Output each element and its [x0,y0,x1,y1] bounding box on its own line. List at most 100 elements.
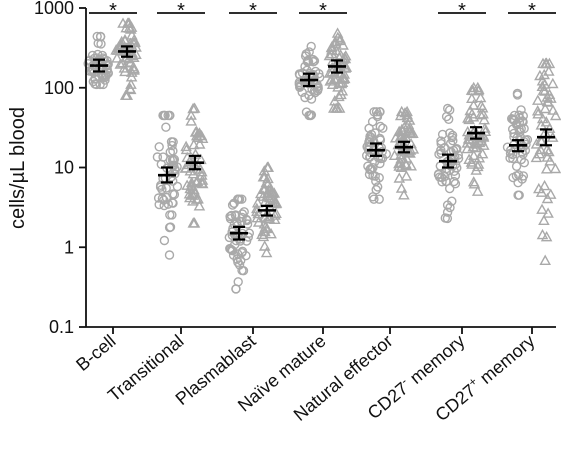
data-point-circle [444,114,454,125]
data-point-triangle [335,88,347,100]
data-point-circle [159,235,170,246]
data-point-circle [168,146,178,156]
data-point-triangle [262,161,274,172]
data-point-circle [241,236,252,246]
data-point-triangle [267,193,280,204]
data-point-triangle [260,246,273,258]
data-point-triangle [536,75,549,86]
data-point-triangle [196,174,209,185]
axes [85,8,556,328]
data-point-circle [95,32,106,42]
data-point-triangle [185,115,197,126]
data-point-triangle [404,124,416,135]
data-point-triangle [183,188,196,199]
data-point-circle [308,54,318,65]
data-point-triangle [185,109,197,120]
y-tick-label: 1000 [34,0,74,18]
data-point-triangle [257,225,270,236]
data-point-triangle [184,165,197,176]
data-point-triangle [117,17,129,28]
data-point-triangle [534,143,547,155]
data-point-triangle [393,172,406,183]
data-point-circle [241,250,251,261]
data-point-circle [516,154,526,165]
data-point-circle [155,182,166,192]
data-point-triangle [326,44,338,55]
data-point-triangle [196,177,209,189]
data-point-triangle [472,84,485,96]
data-point-triangle [258,182,270,194]
data-point-circle [172,162,182,172]
data-point-triangle [389,132,402,143]
data-point-circle [230,211,241,221]
data-point-circle [366,132,376,143]
data-point-circle [172,181,183,192]
data-point-triangle [538,68,550,80]
significance-star: * [249,0,257,22]
data-point-circle [513,190,523,200]
data-point-triangle [125,71,138,82]
data-point-circle [153,193,164,203]
data-point-triangle [186,189,199,200]
data-point-triangle [111,52,123,63]
significance-star: * [109,0,117,22]
data-point-triangle [258,240,271,251]
data-point-triangle [538,179,551,191]
data-point-circle [441,176,451,187]
data-point-triangle [388,149,401,160]
data-point-circle [165,222,176,232]
category-label: B-cell [72,331,119,375]
data-point-triangle [536,80,549,91]
data-point-circle [165,155,175,165]
data-point-circle [227,230,238,241]
data-point-circle [374,194,384,204]
y-tick-label: 10 [54,158,74,178]
y-tick-label: 100 [44,78,74,98]
data-point-circle [100,75,110,85]
data-point-triangle [333,90,345,102]
data-point-triangle [262,213,275,224]
data-point-circle [512,118,522,129]
data-point-triangle [257,230,270,242]
data-point-circle [161,183,171,193]
data-point-circle [163,199,174,209]
data-point-circle [309,56,320,66]
data-point-circle [237,265,247,276]
data-point-triangle [544,155,556,166]
data-point-circle [374,107,385,117]
data-point-triangle [543,122,556,133]
data-point-triangle [544,188,557,199]
data-point-circle [445,202,455,213]
data-point-circle [515,132,526,143]
data-point-circle [371,107,382,117]
data-point-triangle [476,147,489,159]
data-point-triangle [119,89,132,100]
data-point-triangle [461,125,474,137]
data-point-triangle [324,75,336,86]
data-point-triangle [466,158,478,169]
data-point-circle [306,41,316,52]
data-point-circle [442,207,453,217]
significance-star: * [319,0,327,22]
data-point-triangle [328,73,341,84]
data-point-triangle [252,216,265,227]
data-point-triangle [188,217,201,228]
data-point-triangle [196,132,209,143]
data-point-circle [305,110,316,121]
data-point-triangle [467,99,480,110]
data-point-triangle [461,137,474,148]
data-point-triangle [539,254,551,265]
data-point-circle [168,198,178,208]
data-point-triangle [124,82,136,94]
data-point-circle [518,111,528,121]
data-point-circle [302,57,313,67]
data-point-triangle [407,143,420,154]
data-point-triangle [474,108,487,120]
data-point-circle [300,51,311,61]
data-point-triangle [467,111,480,122]
data-point-triangle [543,65,555,76]
data-point-circle [170,164,180,174]
data-points [83,17,561,294]
